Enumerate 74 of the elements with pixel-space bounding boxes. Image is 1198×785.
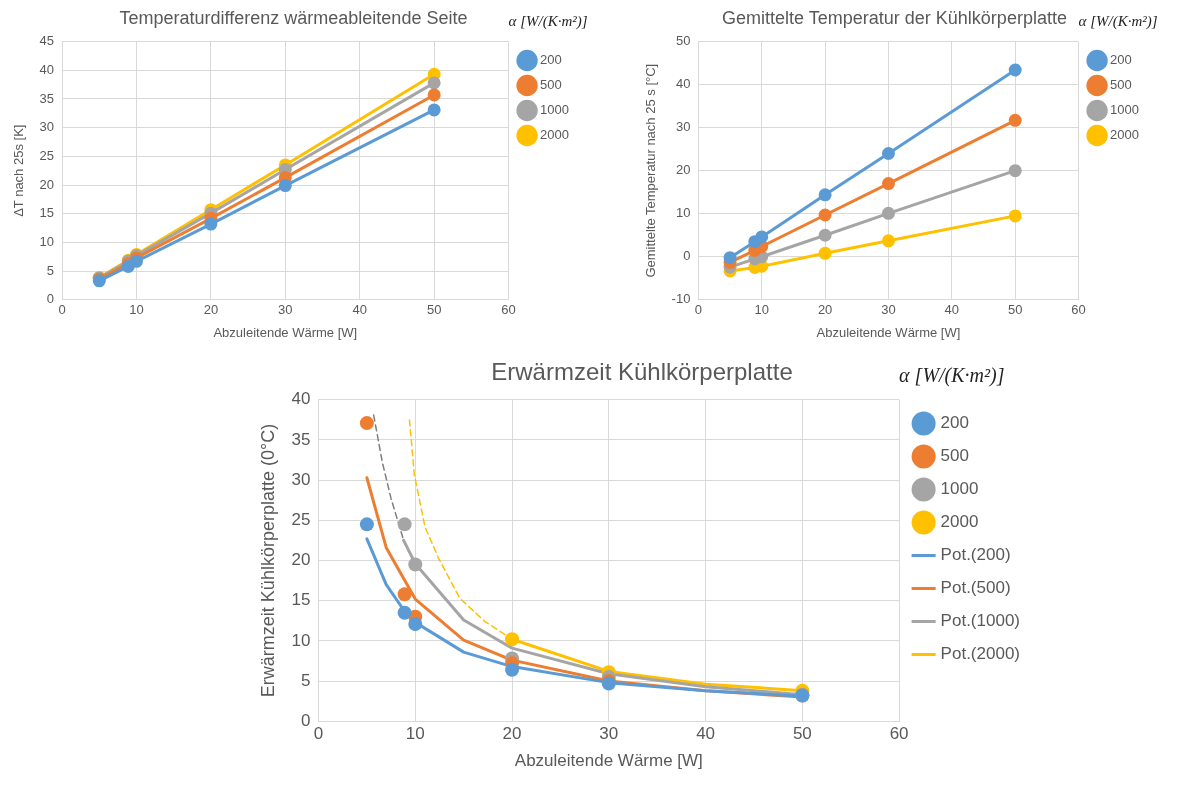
legend-label: Pot.(1000) [940, 611, 1021, 631]
x-tick-label: 20 [502, 724, 522, 744]
y-tick-label: 5 [46, 262, 55, 278]
x-axis-title: Abzuleitende Wärme [W] [816, 324, 961, 340]
x-tick-label: 50 [426, 302, 442, 318]
legend-title: α [W/(K·m²)] [899, 363, 1005, 387]
x-tick-label: 10 [405, 724, 425, 744]
y-tick-label: 25 [291, 510, 311, 530]
y-tick-label: 10 [291, 630, 311, 650]
legend-label: 500 [540, 77, 562, 93]
chart-title: Erwärmzeit Kühlkörperplatte [491, 358, 793, 386]
y-tick-label: 20 [291, 550, 311, 570]
chart-title: Gemittelte Temperatur der Kühlkörperplatte [722, 7, 1067, 28]
legend-label: 1000 [1110, 102, 1139, 118]
legend-label: 500 [1110, 77, 1132, 93]
y-tick-label: 30 [675, 119, 691, 135]
legend-label: 200 [1110, 52, 1132, 68]
x-tick-label: 50 [1007, 302, 1023, 318]
x-axis-title: Abzuleitende Wärme [W] [514, 751, 703, 771]
legend-label: 2000 [940, 512, 979, 532]
legend-title: α [W/(K·m²)] [508, 12, 588, 30]
y-tick-label: 30 [291, 469, 311, 489]
x-tick-label: 20 [203, 302, 219, 318]
y-tick-label: 35 [291, 429, 311, 449]
y-tick-label: 15 [39, 205, 55, 221]
y-tick-label: 30 [39, 119, 55, 135]
x-tick-label: 0 [694, 302, 703, 318]
y-tick-label: 40 [39, 61, 55, 77]
y-tick-label: 20 [675, 162, 691, 178]
x-tick-label: 30 [881, 302, 896, 318]
legend-label: 200 [540, 52, 562, 68]
legend-title: α [W/(K·m²)] [1078, 12, 1158, 30]
legend-label: 2000 [1110, 127, 1139, 143]
x-tick-label: 0 [58, 302, 66, 318]
y-tick-label: 45 [39, 33, 55, 49]
x-tick-label: 10 [129, 302, 144, 318]
x-tick-label: 10 [754, 302, 769, 318]
legend-label: 2000 [540, 127, 569, 143]
legend-label: 1000 [540, 102, 569, 118]
y-tick-label: 5 [301, 670, 311, 690]
y-tick-label: 50 [675, 33, 691, 49]
y-tick-label: 0 [683, 248, 691, 264]
chart-title: Temperaturdifferenz wärmeableitende Seite [119, 7, 468, 28]
y-tick-label: 35 [39, 90, 55, 106]
x-tick-label: 60 [889, 724, 909, 744]
y-tick-label: 0 [301, 710, 311, 730]
x-tick-label: 60 [501, 302, 516, 318]
y-axis-title: Gemittelte Temperatur nach 25 s [°C] [643, 63, 659, 278]
x-tick-label: 60 [1071, 302, 1086, 318]
x-axis-title: Abzuleitende Wärme [W] [213, 324, 358, 340]
y-axis-title: Erwärmzeit Kühlkörperplatte (0°C) [257, 423, 278, 698]
y-tick-label: 0 [46, 291, 55, 307]
x-tick-label: 40 [352, 302, 367, 318]
legend-label: Pot.(500) [940, 578, 1011, 598]
y-tick-label: 20 [39, 176, 55, 192]
y-tick-label: 40 [675, 76, 691, 92]
legend-label: Pot.(200) [940, 545, 1011, 565]
legend-label: 1000 [940, 479, 979, 499]
y-axis-title: ΔT nach 25s [K] [11, 124, 27, 217]
legend-label: 500 [940, 446, 969, 466]
legend-label: 200 [940, 413, 969, 433]
y-tick-label: 15 [291, 590, 311, 610]
y-tick-label: -10 [671, 291, 691, 307]
x-tick-label: 50 [792, 724, 812, 744]
y-tick-label: 40 [291, 389, 311, 409]
y-tick-label: 25 [39, 147, 55, 163]
x-tick-label: 30 [599, 724, 619, 744]
legend-label: Pot.(2000) [940, 644, 1021, 664]
x-tick-label: 20 [817, 302, 833, 318]
x-tick-label: 40 [696, 724, 716, 744]
y-tick-label: 10 [675, 205, 691, 221]
x-tick-label: 30 [278, 302, 293, 318]
x-tick-label: 40 [944, 302, 960, 318]
y-tick-label: 10 [39, 234, 55, 249]
